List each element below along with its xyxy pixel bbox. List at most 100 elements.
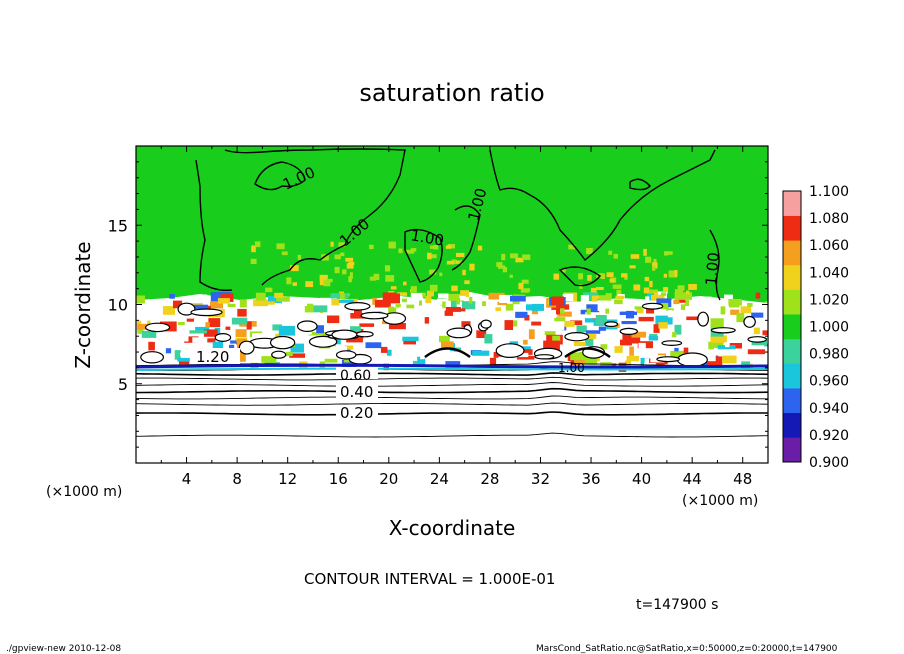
saturated-region: [136, 146, 768, 303]
y-tick-label: 5: [118, 375, 128, 394]
field-cell: [587, 275, 592, 281]
field-cell: [469, 296, 473, 304]
contour-blob: [534, 354, 555, 360]
field-cell: [184, 336, 199, 343]
field-cell: [763, 302, 768, 311]
field-cell: [173, 300, 183, 309]
contour-label: 1.00: [409, 226, 445, 250]
contour-blob: [145, 322, 171, 333]
field-cell: [360, 349, 377, 354]
field-cell: [644, 276, 650, 282]
plot-area: 1.00 1.00 1.00 1.00 1.00 1.00 1.20 0.60 …: [136, 146, 768, 463]
field-cell: [162, 306, 175, 315]
colorbar: 0.900 0.920 0.940 0.960 0.980 1.000 1.020 1.040…: [782, 184, 849, 471]
field-cell: [303, 329, 312, 335]
field-cell: [498, 265, 506, 269]
colorbar-swatch: [783, 338, 801, 364]
field-cell: [570, 352, 587, 361]
contour-label: 0.60: [340, 368, 371, 384]
field-cell: [427, 252, 432, 260]
colorbar-label: 0.900: [809, 455, 849, 471]
field-cell: [674, 289, 684, 293]
field-cell: [345, 257, 354, 262]
y-tick-label: 15: [108, 216, 128, 235]
field-cell: [509, 320, 518, 327]
field-cell: [430, 245, 434, 249]
field-cell: [684, 300, 689, 306]
field-cell: [380, 346, 388, 353]
field-cell: [740, 306, 752, 314]
field-cell: [203, 329, 218, 337]
field-cell: [605, 293, 612, 298]
field-cell: [402, 336, 419, 342]
field-cell: [388, 241, 396, 249]
field-cell: [580, 295, 589, 304]
field-cell: [294, 336, 310, 342]
colorbar-swatch: [783, 363, 801, 389]
field-cell: [308, 332, 327, 336]
x-tick-label: 12: [278, 470, 297, 488]
field-cell: [562, 293, 574, 301]
field-cell: [383, 363, 389, 371]
field-cell: [194, 319, 206, 327]
field-cell: [458, 260, 462, 265]
field-cell: [330, 241, 334, 247]
field-cell: [403, 340, 416, 345]
field-cell: [730, 309, 740, 315]
field-cell: [185, 303, 203, 308]
field-cell: [751, 312, 764, 318]
field-cell: [710, 335, 727, 343]
field-cell: [189, 330, 207, 334]
field-cell: [245, 360, 252, 364]
field-cell: [590, 287, 597, 295]
colorbar-swatch: [783, 215, 801, 241]
field-cell: [192, 337, 208, 343]
field-cell: [509, 274, 513, 278]
contour-line: [136, 402, 768, 406]
field-cell: [446, 260, 454, 265]
contour-blob: [619, 327, 639, 335]
field-cell: [747, 349, 766, 355]
field-cell: [505, 303, 514, 311]
field-cell: [621, 273, 628, 278]
field-cell: [666, 359, 685, 370]
field-cell: [464, 280, 470, 285]
field-cell: [471, 312, 487, 319]
field-cell: [652, 262, 658, 269]
field-cell: [195, 325, 210, 333]
colorbar-swatch: [783, 191, 801, 216]
colorbar-label: 1.060: [809, 238, 849, 254]
field-cell: [418, 339, 431, 347]
field-cell: [397, 292, 408, 296]
field-cell: [683, 344, 689, 353]
colorbar-label: 0.980: [809, 347, 849, 363]
field-cell: [350, 313, 367, 319]
field-cell: [655, 361, 668, 365]
field-cell: [598, 326, 606, 331]
field-cell: [365, 342, 382, 349]
field-cell: [668, 270, 677, 278]
field-cell: [652, 266, 656, 271]
field-cell: [239, 299, 247, 308]
field-cell: [570, 320, 583, 325]
field-cell: [615, 295, 625, 300]
field-cell: [528, 329, 535, 340]
field-cell: [688, 284, 697, 290]
x-tick-label: 36: [581, 470, 600, 488]
field-cell: [579, 284, 583, 289]
field-cell: [714, 348, 720, 354]
field-cell: [522, 254, 531, 260]
field-cell: [449, 308, 466, 312]
field-cell: [552, 335, 561, 342]
field-cell: [255, 292, 266, 301]
field-cell: [292, 282, 297, 286]
field-cell: [179, 334, 189, 342]
field-cell: [551, 296, 565, 305]
field-cell: [680, 304, 686, 310]
field-cell: [173, 316, 187, 322]
colorbar-label: 1.080: [809, 211, 849, 227]
field-cell: [631, 331, 647, 338]
field-cell: [476, 330, 487, 338]
field-cell: [638, 342, 646, 353]
field-cell: [422, 292, 426, 298]
